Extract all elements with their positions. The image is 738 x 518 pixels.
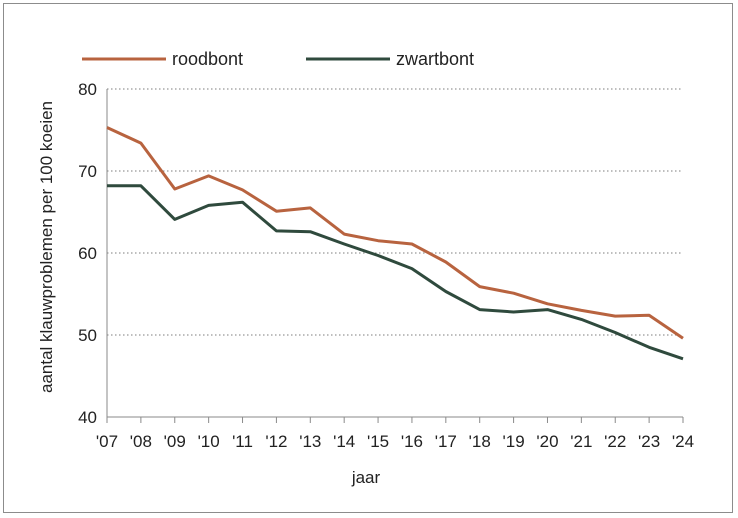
chart-frame: [3, 3, 733, 513]
x-tick-label: '20: [536, 432, 558, 451]
y-tick-label: 50: [78, 326, 97, 345]
x-tick-label: '07: [96, 432, 118, 451]
x-tick-label: '13: [299, 432, 321, 451]
series-line-zwartbont: [107, 184, 684, 361]
x-tick-label: '22: [604, 432, 626, 451]
x-tick-label: '14: [333, 432, 355, 451]
legend: roodbont zwartbont: [82, 49, 474, 69]
y-tick-labels: 40 50 60 70 80: [78, 80, 97, 427]
y-tick-label: 40: [78, 408, 97, 427]
y-tick-label: 80: [78, 80, 97, 99]
x-tick-label: '11: [232, 432, 253, 451]
x-tick-label: '08: [130, 432, 152, 451]
series-line-roodbont: [106, 126, 684, 340]
y-tick-label: 60: [78, 244, 97, 263]
y-axis-title: aantal klauwproblemen per 100 koeien: [37, 101, 56, 393]
x-tick-label: '23: [638, 432, 660, 451]
x-tick-label: '19: [503, 432, 525, 451]
y-tick-label: 70: [78, 162, 97, 181]
x-tick-labels: '07 '08 '09 '10 '11 '12 '13 '14 '15 '16 '17 '18 '19 '…: [96, 432, 694, 451]
x-tick-label: '10: [198, 432, 220, 451]
legend-label-roodbont: roodbont: [172, 49, 243, 69]
legend-label-zwartbont: zwartbont: [396, 49, 474, 69]
x-tick-label: '18: [469, 432, 491, 451]
x-tick-label: '12: [265, 432, 287, 451]
x-axis-title: jaar: [351, 468, 381, 487]
x-tick-label: '21: [570, 432, 592, 451]
axes: [106, 89, 684, 423]
x-tick-label: '15: [367, 432, 389, 451]
x-tick-label: '17: [435, 432, 457, 451]
x-tick-label: '24: [672, 432, 694, 451]
x-tick-label: '16: [401, 432, 423, 451]
grid-lines: [107, 88, 683, 336]
series-lines: [106, 126, 684, 361]
x-tick-label: '09: [164, 432, 186, 451]
